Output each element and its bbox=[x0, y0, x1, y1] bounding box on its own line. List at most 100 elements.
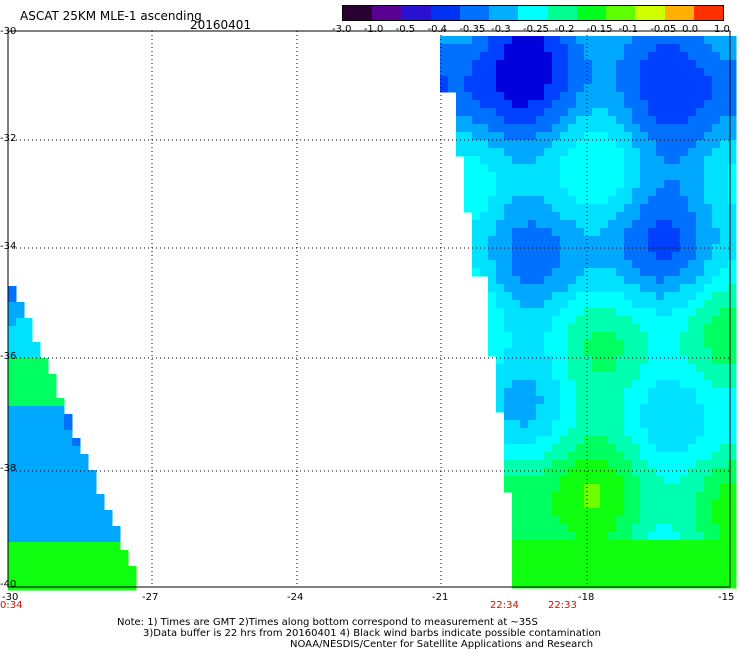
swath-cell bbox=[568, 524, 577, 533]
swath-cell bbox=[584, 212, 593, 221]
swath-cell bbox=[56, 566, 65, 575]
swath-cell bbox=[40, 558, 49, 567]
swath-cell bbox=[648, 308, 657, 317]
swath-cell bbox=[568, 148, 577, 157]
swath-cell bbox=[520, 460, 529, 469]
swath-cell bbox=[488, 60, 497, 69]
swath-cell bbox=[576, 36, 585, 45]
swath-cell bbox=[720, 572, 729, 581]
swath-cell bbox=[512, 436, 521, 445]
swath-cell bbox=[544, 308, 553, 317]
swath-cell bbox=[528, 292, 537, 301]
swath-cell bbox=[728, 244, 737, 253]
swath-cell bbox=[616, 36, 625, 45]
swath-cell bbox=[512, 468, 521, 477]
swath-cell bbox=[600, 300, 609, 309]
swath-cell bbox=[640, 492, 649, 501]
swath-cell bbox=[64, 454, 73, 463]
swath-cell bbox=[640, 252, 649, 261]
swath-cell bbox=[544, 100, 553, 109]
swath-cell bbox=[496, 308, 505, 317]
swath-cell bbox=[648, 492, 657, 501]
swath-cell bbox=[528, 316, 537, 325]
swath-cell bbox=[536, 228, 545, 237]
swath-cell bbox=[536, 236, 545, 245]
swath-cell bbox=[640, 140, 649, 149]
swath-cell bbox=[720, 76, 729, 85]
swath-cell bbox=[688, 108, 697, 117]
product-title: ASCAT 25KM MLE-1 ascending bbox=[20, 9, 202, 23]
swath-cell bbox=[720, 84, 729, 93]
swath-cell bbox=[88, 542, 97, 551]
swath-cell bbox=[656, 540, 665, 549]
swath-cell bbox=[592, 60, 601, 69]
swath-cell bbox=[600, 204, 609, 213]
swath-cell bbox=[664, 76, 673, 85]
swath-cell bbox=[488, 316, 497, 325]
swath-cell bbox=[544, 540, 553, 549]
swath-cell bbox=[488, 276, 497, 285]
swath-cell bbox=[696, 276, 705, 285]
swath-cell bbox=[552, 52, 561, 61]
swath-cell bbox=[584, 300, 593, 309]
swath-cell bbox=[536, 500, 545, 509]
swath-cell bbox=[680, 540, 689, 549]
swath-cell bbox=[480, 268, 489, 277]
swath-cell bbox=[656, 36, 665, 45]
swath-cell bbox=[664, 396, 673, 405]
swath-cell bbox=[496, 388, 505, 397]
swath-cell bbox=[496, 364, 505, 373]
swath-cell bbox=[88, 534, 97, 543]
swath-cell bbox=[488, 284, 497, 293]
swath-cell bbox=[688, 292, 697, 301]
swath-cell bbox=[64, 550, 73, 559]
swath-cell bbox=[696, 100, 705, 109]
swath-cell bbox=[496, 116, 505, 125]
swath-cell bbox=[568, 572, 577, 581]
swath-cell bbox=[640, 348, 649, 357]
swath-cell bbox=[728, 132, 737, 141]
swath-cell bbox=[64, 534, 73, 543]
color-scale-bar bbox=[342, 5, 724, 21]
swath-cell bbox=[552, 124, 561, 133]
swath-cell bbox=[552, 148, 561, 157]
swath-cell bbox=[24, 518, 33, 527]
swath-cell bbox=[488, 52, 497, 61]
swath-cell bbox=[608, 204, 617, 213]
swath-cell bbox=[24, 374, 33, 383]
swath-cell bbox=[560, 564, 569, 573]
swath-cell bbox=[560, 36, 569, 45]
swath-cell bbox=[648, 428, 657, 437]
swath-cell bbox=[32, 382, 41, 391]
swath-cell bbox=[568, 164, 577, 173]
swath-cell bbox=[672, 356, 681, 365]
swath-cell bbox=[536, 36, 545, 45]
swath-cell bbox=[40, 494, 49, 503]
swath-cell bbox=[32, 398, 41, 407]
swath-cell bbox=[464, 92, 473, 101]
swath-cell bbox=[520, 44, 529, 53]
swath-cell bbox=[728, 228, 737, 237]
swath-cell bbox=[584, 100, 593, 109]
swath-cell bbox=[608, 348, 617, 357]
lat-label-4: -36 bbox=[0, 351, 17, 362]
swath-cell bbox=[640, 468, 649, 477]
swath-cell bbox=[664, 60, 673, 69]
swath-cell bbox=[640, 132, 649, 141]
swath-cell bbox=[104, 558, 113, 567]
swath-cell bbox=[552, 540, 561, 549]
swath-cell bbox=[672, 420, 681, 429]
swath-cell bbox=[576, 444, 585, 453]
swath-layer bbox=[8, 36, 737, 591]
swath-cell bbox=[528, 268, 537, 277]
swath-cell bbox=[24, 422, 33, 431]
swath-cell bbox=[696, 212, 705, 221]
swath-cell bbox=[584, 124, 593, 133]
swath-cell bbox=[720, 548, 729, 557]
swath-cell bbox=[648, 524, 657, 533]
swath-cell bbox=[696, 148, 705, 157]
swath-cell bbox=[640, 236, 649, 245]
swath-cell bbox=[616, 140, 625, 149]
swath-cell bbox=[664, 332, 673, 341]
